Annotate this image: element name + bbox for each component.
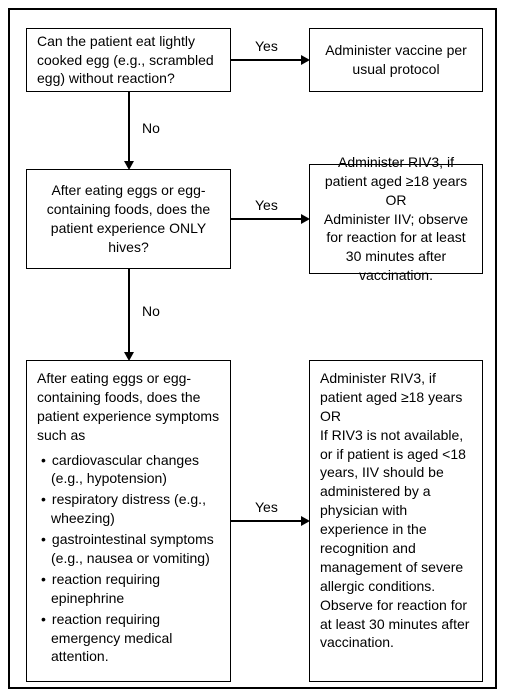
edge-q2-q3-label: No <box>140 303 162 319</box>
node-a2: Administer RIV3, if patient aged ≥18 yea… <box>309 164 483 274</box>
edge-q3-a3-line <box>231 520 301 522</box>
edge-q3-a3-arrowhead <box>301 516 310 526</box>
node-a2-text: Administer RIV3, if patient aged ≥18 yea… <box>320 153 472 285</box>
node-q3: After eating eggs or egg-containing food… <box>26 360 231 682</box>
node-q3-bullet: respiratory distress (e.g., wheezing) <box>37 490 220 528</box>
node-q1-text: Can the patient eat lightly cooked egg (… <box>37 32 220 89</box>
edge-q1-a1-label: Yes <box>253 38 280 54</box>
node-q1: Can the patient eat lightly cooked egg (… <box>26 28 231 92</box>
node-q2-text: After eating eggs or egg-containing food… <box>37 181 220 257</box>
edge-q1-q2-arrowhead <box>124 161 134 170</box>
edge-q2-q3-arrowhead <box>124 352 134 361</box>
node-a3-text: Administer RIV3, if patient aged ≥18 yea… <box>320 369 472 652</box>
edge-q2-a2-line <box>231 218 301 220</box>
node-a3: Administer RIV3, if patient aged ≥18 yea… <box>309 360 483 682</box>
edge-q1-q2-label: No <box>140 120 162 136</box>
node-q2: After eating eggs or egg-containing food… <box>26 169 231 269</box>
edge-q3-a3-label: Yes <box>253 499 280 515</box>
edge-q2-a2-label: Yes <box>253 197 280 213</box>
edge-q2-q3-line <box>128 269 130 352</box>
edge-q1-a1-line <box>231 59 301 61</box>
edge-q2-a2-arrowhead <box>301 214 310 224</box>
node-q3-intro: After eating eggs or egg-containing food… <box>37 369 220 445</box>
flowchart-frame: Can the patient eat lightly cooked egg (… <box>8 8 497 689</box>
node-q3-bullet: reaction requiring emergency medical att… <box>37 610 220 667</box>
edge-q1-q2-line <box>128 92 130 161</box>
node-a1-text: Administer vaccine per usual protocol <box>320 41 472 79</box>
node-q3-bullet: cardiovascular changes (e.g., hypotensio… <box>37 451 220 489</box>
edge-q1-a1-arrowhead <box>301 55 310 65</box>
node-q3-bullet: reaction requiring epinephrine <box>37 570 220 608</box>
node-a1: Administer vaccine per usual protocol <box>309 28 483 92</box>
node-q3-bullet-list: cardiovascular changes (e.g., hypotensio… <box>37 449 220 669</box>
node-q3-bullet: gastrointestinal symptoms (e.g., nausea … <box>37 530 220 568</box>
